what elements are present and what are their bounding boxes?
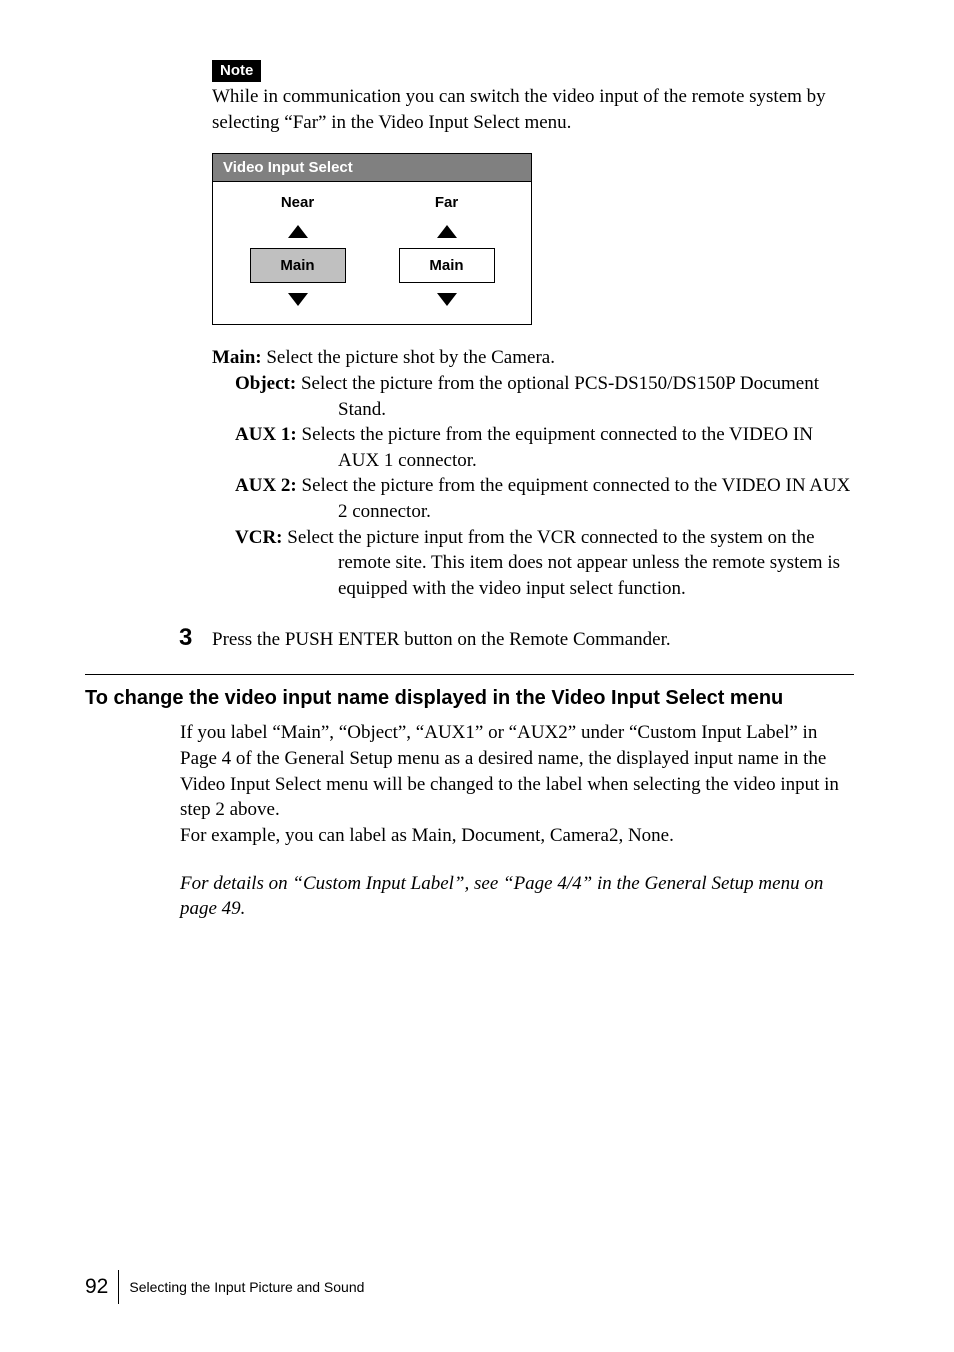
page-root: Note While in communication you can swit… [0, 0, 954, 1352]
step-text: Press the PUSH ENTER button on the Remot… [212, 627, 854, 653]
step-3: 3 Press the PUSH ENTER button on the Rem… [179, 624, 854, 675]
section-para-2: For example, you can label as Main, Docu… [180, 823, 854, 849]
menu-col-far: Far Main [382, 194, 512, 306]
def-aux2: AUX 2: Select the picture from the equip… [338, 473, 854, 524]
note-text: While in communication you can switch th… [212, 84, 854, 135]
arrow-up-icon[interactable] [288, 225, 308, 238]
footer-caption: Selecting the Input Picture and Sound [129, 1279, 364, 1295]
footer-divider [118, 1270, 119, 1304]
def-vcr: VCR: Select the picture input from the V… [338, 525, 854, 602]
def-object: Object: Select the picture from the opti… [338, 371, 854, 422]
far-label: Far [435, 194, 458, 211]
menu-col-near: Near Main [233, 194, 363, 306]
def-aux1: AUX 1: Selects the picture from the equi… [338, 422, 854, 473]
def-term: Object: [235, 373, 296, 394]
near-label: Near [281, 194, 314, 211]
def-term: Main: [212, 347, 262, 368]
menu-body: Near Main Far Main [213, 182, 531, 324]
def-text: Select the picture from the optional PCS… [301, 373, 819, 420]
def-main: Main: Select the picture shot by the Cam… [212, 345, 854, 371]
page-number: 92 [85, 1275, 118, 1299]
def-term: VCR: [235, 527, 283, 548]
arrow-up-icon[interactable] [437, 225, 457, 238]
near-option[interactable]: Main [250, 248, 346, 283]
section-divider [85, 674, 854, 675]
section-para-1: If you label “Main”, “Object”, “AUX1” or… [180, 720, 854, 823]
section-heading: To change the video input name displayed… [85, 687, 854, 710]
menu-title: Video Input Select [213, 154, 531, 182]
def-text: Selects the picture from the equipment c… [302, 424, 813, 471]
arrow-down-icon[interactable] [288, 293, 308, 306]
step-number: 3 [179, 624, 212, 652]
def-term: AUX 1: [235, 424, 297, 445]
page-footer: 92 Selecting the Input Picture and Sound [85, 1270, 364, 1304]
def-term: AUX 2: [235, 475, 297, 496]
def-text: Select the picture shot by the Camera. [266, 347, 555, 368]
section-para-3: For details on “Custom Input Label”, see… [180, 871, 854, 922]
def-text: Select the picture input from the VCR co… [287, 527, 840, 599]
arrow-down-icon[interactable] [437, 293, 457, 306]
video-input-select-menu: Video Input Select Near Main Far Main [212, 153, 532, 325]
definition-list: Main: Select the picture shot by the Cam… [212, 345, 854, 601]
def-text: Select the picture from the equipment co… [302, 475, 851, 522]
far-option[interactable]: Main [399, 248, 495, 283]
note-badge: Note [212, 60, 261, 82]
